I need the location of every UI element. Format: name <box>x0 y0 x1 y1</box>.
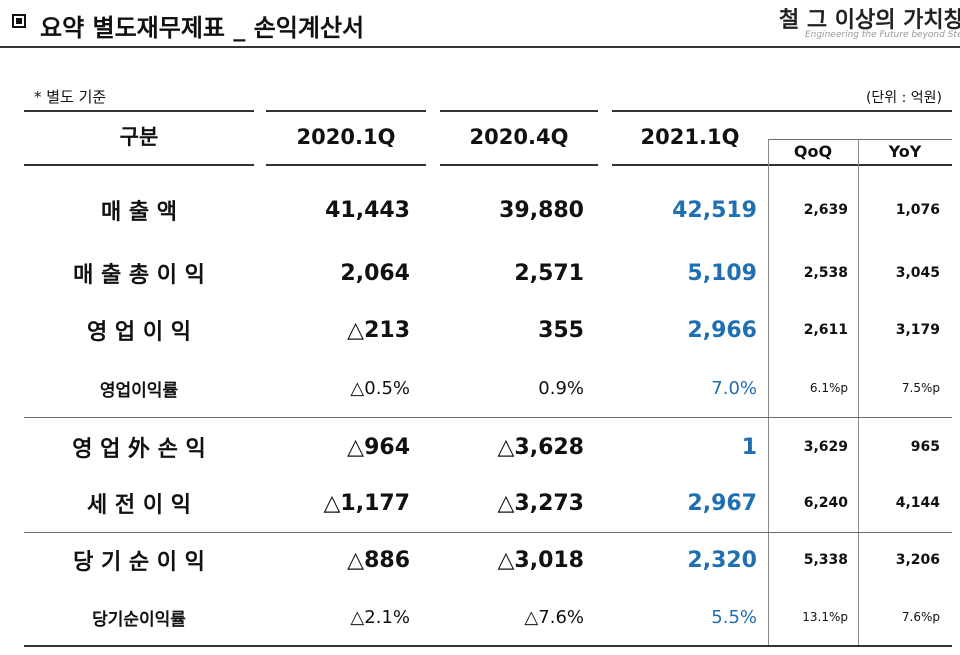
header-2020-1q: 2020.1Q <box>296 125 396 149</box>
header-category: 구분 <box>119 125 159 149</box>
cell-yoy: 965 <box>910 439 940 455</box>
cell-2020-1q: 41,443 <box>325 197 410 223</box>
cell-2021-1q: 2,320 <box>687 547 757 573</box>
header-top-rule <box>612 110 952 112</box>
cell-2021-1q: 2,966 <box>687 317 757 343</box>
header-bottom-rule <box>24 164 254 166</box>
table-row-revenue: 매 출 액 41,443 39,880 42,519 2,639 1,076 <box>0 185 960 235</box>
cell-yoy: 3,045 <box>895 265 940 281</box>
header-bottom-rule <box>266 164 426 166</box>
table-bottom-rule <box>24 645 952 647</box>
header-bottom-rule <box>440 164 598 166</box>
subheader-rule <box>768 139 952 140</box>
cell-2020-1q: 2,064 <box>340 260 410 286</box>
table-row-pretax-income: 세 전 이 익 △1,177 △3,273 2,967 6,240 4,144 <box>0 478 960 528</box>
cell-2021-1q: 5.5% <box>711 606 757 628</box>
row-label: 당기순이익률 <box>92 609 186 630</box>
cell-qoq: 6.1%p <box>809 381 848 395</box>
row-label: 영 업 外 손 익 <box>72 437 206 462</box>
group-separator <box>24 417 952 418</box>
cell-yoy: 7.5%p <box>901 381 940 395</box>
cell-2020-1q: △2.1% <box>350 606 410 628</box>
column-separator <box>768 139 769 647</box>
column-separator <box>858 139 859 647</box>
cell-2020-4q: △3,018 <box>497 547 584 573</box>
cell-2020-4q: △3,628 <box>497 434 584 460</box>
cell-2021-1q: 42,519 <box>672 197 757 223</box>
cell-qoq: 2,538 <box>803 265 848 281</box>
cell-2021-1q: 7.0% <box>711 377 757 399</box>
cell-2020-1q: △886 <box>347 547 410 573</box>
unit-label: (단위 : 억원) <box>865 90 942 106</box>
table-row-operating-margin: 영업이익률 △0.5% 0.9% 7.0% 6.1%p 7.5%p <box>0 365 960 411</box>
cell-2020-4q: △3,273 <box>497 490 584 516</box>
cell-yoy: 1,076 <box>895 202 940 218</box>
cell-qoq: 3,629 <box>803 439 848 455</box>
title-divider <box>0 46 960 48</box>
row-label: 세 전 이 익 <box>87 493 191 518</box>
row-label: 영업이익률 <box>99 380 179 401</box>
header-top-rule <box>24 110 254 112</box>
group-separator <box>24 532 952 533</box>
logo-subtext: Engineering the Future beyond Steel <box>805 30 960 40</box>
cell-yoy: 3,206 <box>895 552 940 568</box>
header-2020-4q: 2020.4Q <box>469 125 569 149</box>
row-label: 당 기 순 이 익 <box>73 550 205 575</box>
header-top-rule <box>266 110 426 112</box>
cell-2020-4q: 2,571 <box>514 260 584 286</box>
table-row-net-margin: 당기순이익률 △2.1% △7.6% 5.5% 13.1%p 7.6%p <box>0 594 960 640</box>
cell-2020-1q: △964 <box>347 434 410 460</box>
cell-2021-1q: 1 <box>741 434 757 460</box>
cell-yoy: 7.6%p <box>901 610 940 624</box>
cell-qoq: 2,639 <box>803 202 848 218</box>
cell-qoq: 2,611 <box>803 322 848 338</box>
cell-qoq: 5,338 <box>803 552 848 568</box>
header-yoy: YoY <box>888 142 922 161</box>
cell-2020-4q: 0.9% <box>538 377 584 399</box>
cell-yoy: 4,144 <box>895 495 940 511</box>
cell-2021-1q: 5,109 <box>687 260 757 286</box>
header-qoq: QoQ <box>793 142 833 161</box>
cell-2020-4q: △7.6% <box>524 606 584 628</box>
square-bullet-icon <box>12 14 26 28</box>
table-row-net-income: 당 기 순 이 익 △886 △3,018 2,320 5,338 3,206 <box>0 535 960 585</box>
cell-2020-4q: 355 <box>538 317 584 343</box>
header-bottom-rule <box>612 164 952 166</box>
cell-qoq: 13.1%p <box>802 610 848 624</box>
table-row-gross-profit: 매 출 총 이 익 2,064 2,571 5,109 2,538 3,045 <box>0 248 960 298</box>
cell-2020-4q: 39,880 <box>499 197 584 223</box>
header-2021-1q: 2021.1Q <box>640 125 740 149</box>
cell-2020-1q: △1,177 <box>323 490 410 516</box>
cell-2020-1q: △213 <box>347 317 410 343</box>
row-label: 매 출 액 <box>100 200 178 225</box>
basis-note: * 별도 기준 <box>34 88 107 106</box>
logo-slogan: 철 그 이상의 가치창조 <box>779 7 960 33</box>
row-label: 영 업 이 익 <box>87 320 191 345</box>
table-row-non-operating: 영 업 外 손 익 △964 △3,628 1 3,629 965 <box>0 422 960 472</box>
cell-qoq: 6,240 <box>803 495 848 511</box>
cell-2021-1q: 2,967 <box>687 490 757 516</box>
header-top-rule <box>440 110 598 112</box>
title-bar: 요약 별도재무제표 _ 손익계산서 철 그 이상의 가치창조 Engineeri… <box>0 0 960 50</box>
table-row-operating-profit: 영 업 이 익 △213 355 2,966 2,611 3,179 <box>0 305 960 355</box>
page-title: 요약 별도재무제표 _ 손익계산서 <box>40 14 365 42</box>
company-logo: 철 그 이상의 가치창조 Engineering the Future beyo… <box>779 2 960 46</box>
cell-yoy: 3,179 <box>895 322 940 338</box>
cell-2020-1q: △0.5% <box>350 377 410 399</box>
row-label: 매 출 총 이 익 <box>73 263 205 288</box>
